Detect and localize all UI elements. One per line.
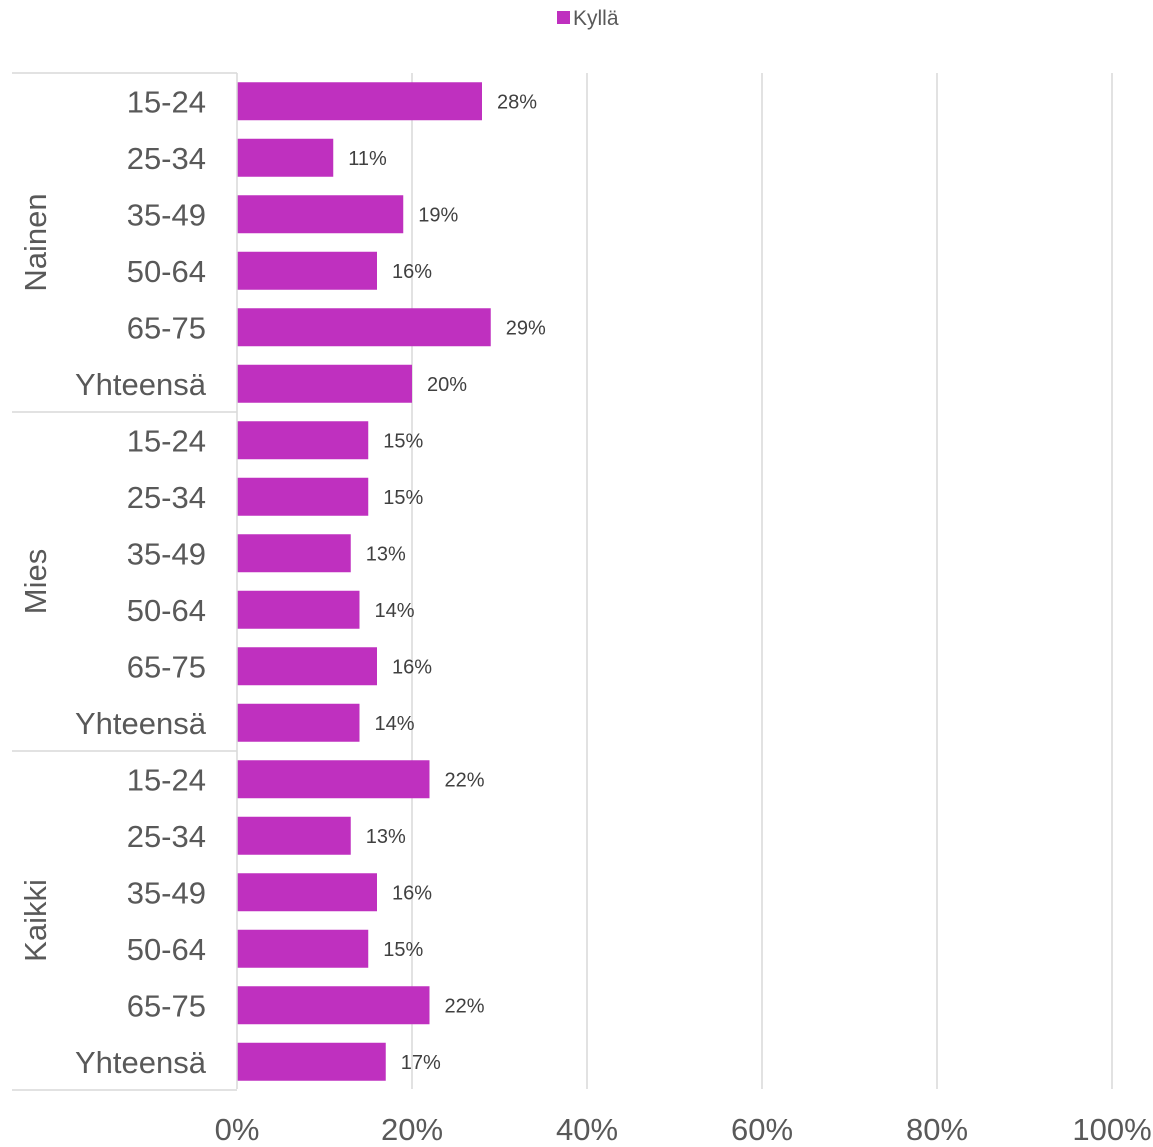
data-label: 22%	[445, 995, 485, 1017]
data-label: 13%	[366, 826, 406, 848]
category-label: 35-49	[127, 875, 206, 910]
category-label: 35-49	[127, 197, 206, 232]
data-label: 19%	[418, 204, 458, 226]
x-tick-label: 60%	[731, 1112, 793, 1147]
category-label: Yhteensä	[75, 1045, 207, 1080]
x-tick-label: 40%	[556, 1112, 618, 1147]
group-label: Kaikki	[18, 879, 53, 962]
bar	[237, 929, 369, 968]
data-label: 28%	[497, 91, 537, 113]
bar	[237, 364, 412, 403]
bar	[237, 138, 334, 177]
data-label: 29%	[506, 317, 546, 339]
x-tick-label: 0%	[215, 1112, 260, 1147]
data-label: 13%	[366, 543, 406, 565]
legend: Kyllä	[557, 7, 619, 30]
x-axis: 0% 20% 40% 60% 80% 100%	[215, 1112, 1152, 1147]
bar	[237, 1042, 386, 1081]
bars	[237, 82, 491, 1081]
category-label: 25-34	[127, 141, 206, 176]
bar	[237, 477, 369, 516]
bar	[237, 703, 360, 742]
data-label: 17%	[401, 1052, 441, 1074]
data-label: 11%	[348, 148, 387, 170]
category-label: 50-64	[127, 932, 206, 967]
category-label: 25-34	[127, 819, 206, 854]
group-label: Nainen	[18, 193, 53, 291]
category-label: 65-75	[127, 310, 206, 345]
category-label: 25-34	[127, 480, 206, 515]
category-label: 50-64	[127, 254, 206, 289]
category-label: 15-24	[127, 423, 206, 458]
category-label: Yhteensä	[75, 367, 207, 402]
category-label: 65-75	[127, 988, 206, 1023]
data-label: 14%	[375, 713, 415, 735]
group-label: Mies	[18, 549, 53, 614]
bar	[237, 873, 377, 912]
bar	[237, 251, 377, 290]
category-label: 15-24	[127, 84, 206, 119]
gridlines	[411, 73, 1113, 1089]
x-tick-label: 100%	[1072, 1112, 1151, 1147]
x-tick-label: 80%	[906, 1112, 968, 1147]
bar	[237, 590, 360, 629]
legend-swatch	[557, 11, 570, 24]
data-label: 22%	[445, 769, 485, 791]
bar	[237, 986, 430, 1025]
data-label: 16%	[392, 882, 432, 904]
bar	[237, 195, 404, 234]
legend-label: Kyllä	[573, 7, 619, 30]
data-label: 20%	[427, 374, 467, 396]
category-axis: 15-24 25-34 35-49 50-64 65-75 Yhteensä Nainen 1…	[12, 72, 238, 1091]
category-label: 15-24	[127, 762, 206, 797]
bar	[237, 816, 351, 855]
bar	[237, 308, 491, 347]
data-label: 15%	[383, 939, 423, 961]
bar	[237, 421, 369, 460]
bar	[237, 534, 351, 573]
x-tick-label: 20%	[381, 1112, 443, 1147]
data-label: 16%	[392, 261, 432, 283]
data-label: 16%	[392, 656, 432, 678]
data-label: 14%	[375, 600, 415, 622]
category-label: Yhteensä	[75, 706, 207, 741]
data-label: 15%	[383, 430, 423, 452]
category-label: 35-49	[127, 536, 206, 571]
data-labels: 28% 11% 19% 16% 29% 20% 15% 15% 13% 14% 16% 14% 22% 1…	[348, 91, 546, 1074]
bar	[237, 647, 377, 686]
bar	[237, 760, 430, 799]
category-label: 65-75	[127, 649, 206, 684]
data-label: 15%	[383, 487, 423, 509]
category-label: 50-64	[127, 593, 206, 628]
bar	[237, 82, 482, 121]
